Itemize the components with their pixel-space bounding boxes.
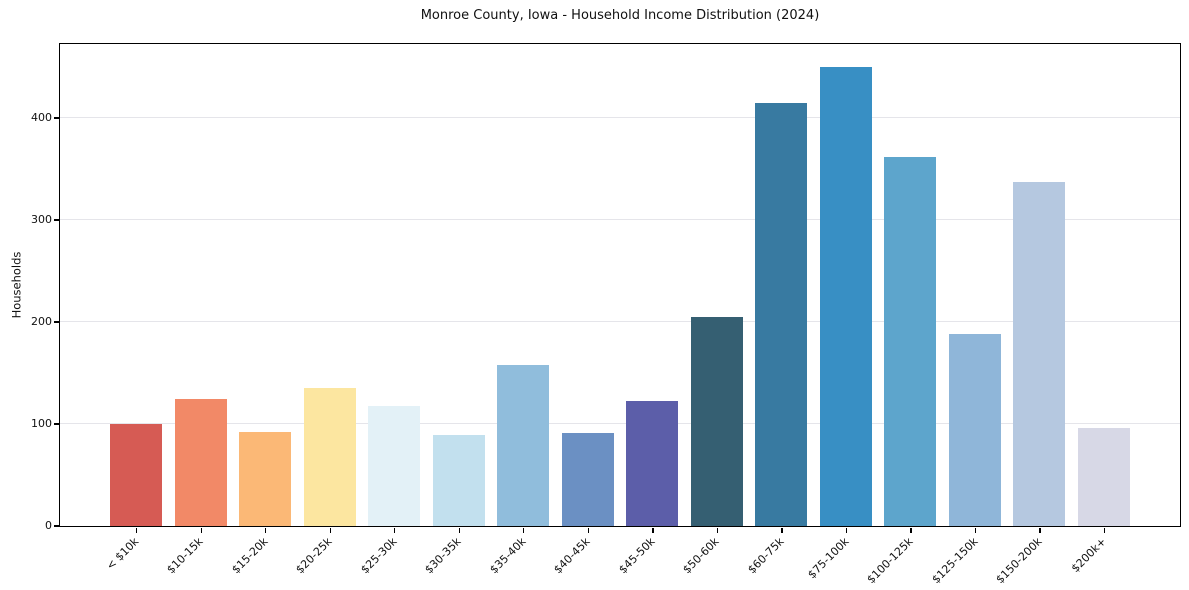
x-tick [845, 527, 848, 533]
x-tick [265, 527, 267, 533]
bar-slot: $10-15k [164, 44, 227, 576]
bar [1013, 182, 1066, 526]
x-tick [329, 527, 331, 533]
chart-title: Monroe County, Iowa - Household Income D… [420, 8, 820, 23]
x-tick [458, 527, 460, 533]
bar-slot: $125-150k [929, 44, 1001, 586]
x-tick-label: $200k+ [1069, 535, 1110, 576]
x-tick-label: $125-150k [928, 535, 981, 587]
y-tick-label: 0 [45, 519, 52, 532]
bar [819, 66, 872, 526]
bars: < $10k $10-15k $15-20k $20-25k $25-30k $30-35… [60, 44, 1180, 586]
y-tick [54, 321, 59, 323]
y-axis-label-box: Households [2, 43, 30, 527]
x-tick-label: < $10k [103, 535, 142, 573]
bar-slot: $50-60k [681, 44, 743, 576]
x-tick-label: $45-50k [616, 535, 658, 577]
x-tick-label: $30-35k [422, 535, 464, 577]
bar-slot: $150-200k [993, 44, 1066, 586]
bar [561, 433, 614, 526]
bar [432, 435, 485, 526]
bar-slot: $40-45k [552, 44, 614, 576]
y-tick [54, 525, 59, 527]
x-tick-label: $10-15k [164, 535, 206, 577]
bar-slot: $75-100k [805, 44, 872, 581]
bar [755, 102, 808, 526]
gridline [60, 423, 1180, 424]
x-tick [974, 527, 977, 533]
bar [174, 398, 227, 526]
x-tick-label: $75-100k [804, 535, 852, 582]
bar [368, 405, 421, 526]
bar-slot: $30-35k [423, 44, 485, 576]
x-tick [910, 527, 912, 533]
plot-area: < $10k $10-15k $15-20k $20-25k $25-30k $30-35… [31, 43, 1181, 586]
bar [690, 316, 743, 526]
gridline [60, 218, 1180, 220]
x-tick [200, 527, 202, 533]
x-tick [781, 527, 783, 533]
y-tick-label: 100 [31, 417, 52, 430]
y-tick-label: 200 [31, 314, 52, 328]
y-tick [54, 423, 59, 425]
x-tick-label: $50-60k [680, 535, 722, 577]
x-tick-label: $15-20k [228, 535, 271, 577]
bar [497, 364, 550, 526]
x-tick [587, 527, 590, 533]
bar-slot: $25-30k [358, 44, 421, 576]
bar-slot: $60-75k [745, 44, 808, 576]
x-tick-label: $60-75k [745, 535, 787, 577]
x-tick-label: $35-40k [487, 535, 529, 577]
x-tick [523, 527, 525, 533]
bar [626, 400, 679, 526]
x-tick-label: $150-200k [993, 535, 1045, 587]
bar-slot: $200k+ [1069, 44, 1130, 575]
bar [1077, 428, 1130, 526]
y-axis-label: Households [9, 251, 24, 319]
x-tick [716, 527, 719, 533]
bar-slot: $100-125k [864, 44, 937, 586]
bar-slot: $15-20k [229, 44, 292, 576]
y-tick-label: 300 [31, 212, 52, 226]
x-tick [652, 527, 654, 533]
y-tick-label: 400 [31, 110, 52, 124]
bar [239, 432, 292, 526]
bar-slot: < $10k [104, 44, 162, 573]
gridline [60, 116, 1180, 118]
x-tick [136, 527, 138, 533]
gridline [60, 320, 1180, 322]
x-tick [394, 527, 396, 533]
bar-slot: $45-50k [616, 44, 679, 576]
bar-slot: $35-40k [487, 44, 550, 576]
bar-slot: $20-25k [294, 44, 356, 576]
x-tick [1103, 527, 1106, 533]
x-tick-label: $100-125k [864, 535, 916, 587]
bar [303, 388, 356, 526]
bar [110, 424, 162, 526]
x-tick-label: $25-30k [358, 535, 400, 577]
y-tick [54, 219, 59, 221]
bar [884, 156, 937, 526]
bar [948, 334, 1001, 526]
x-tick-label: $40-45k [551, 535, 593, 577]
x-tick-label: $20-25k [293, 535, 335, 577]
y-tick [54, 117, 59, 119]
x-tick [1039, 527, 1041, 533]
